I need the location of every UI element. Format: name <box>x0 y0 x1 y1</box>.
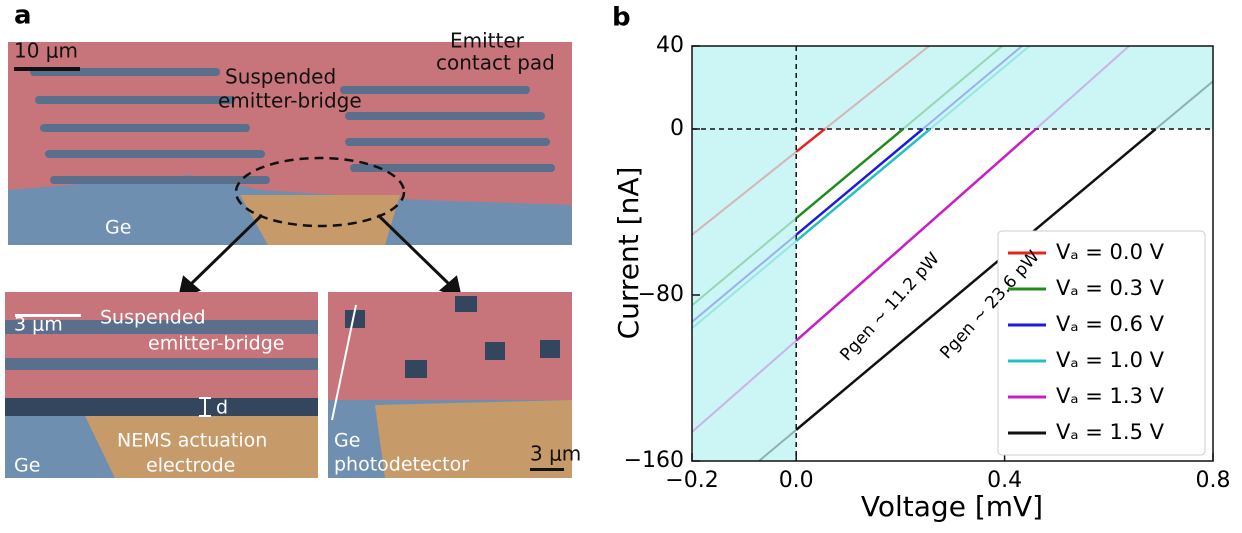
x-tick-label: −0.2 <box>665 468 718 493</box>
scale-bar-label: 3 μm <box>530 442 581 466</box>
gap-label: d <box>216 397 228 419</box>
zoom-arrows <box>177 213 463 299</box>
legend-label: Vₐ = 0.6 V <box>1056 312 1165 336</box>
series-extrapolation <box>692 151 797 236</box>
y-tick-label: 40 <box>656 33 684 58</box>
y-tick-label: 0 <box>670 116 684 141</box>
series-extrapolation <box>692 240 797 329</box>
series-line <box>795 128 904 220</box>
series-line <box>795 128 924 236</box>
x-tick-label: 0.4 <box>987 468 1022 493</box>
series-line <box>795 128 826 153</box>
series-extrapolation <box>902 46 1004 130</box>
y-tick-label: −160 <box>624 448 684 473</box>
y-axis-label: Current [nA] <box>612 167 645 340</box>
detector-label: Ge <box>334 430 360 452</box>
bridge-label: emitter-bridge <box>148 333 284 355</box>
legend-label: Vₐ = 0.3 V <box>1056 276 1165 300</box>
legend-box <box>997 230 1206 456</box>
bridge-label: emitter-bridge <box>218 89 362 113</box>
series-extrapolation <box>692 339 797 433</box>
plot-frame <box>691 45 1214 462</box>
scale-bar-label: 3 μm <box>14 314 63 336</box>
series-extrapolation <box>757 429 797 461</box>
scale-bar-label: 10 μm <box>14 39 78 63</box>
series-extrapolation <box>692 217 797 307</box>
bridge-label: Suspended <box>225 65 336 89</box>
series-extrapolation <box>1155 80 1213 130</box>
electrode-label: electrode <box>146 455 235 477</box>
panel-label: b <box>612 3 631 33</box>
sem-image-top <box>8 42 572 245</box>
legend-label: Vₐ = 1.3 V <box>1056 384 1165 408</box>
plot: −0.2 0.0 0.4 0.8 40 0 −80 −160 Vₐ = 0.0 V Vₐ = 0.… <box>624 33 1231 493</box>
legend-label: Vₐ = 1.5 V <box>1056 420 1165 444</box>
series-extrapolation <box>922 46 1024 130</box>
legend-label: Vₐ = 1.0 V <box>1056 348 1165 372</box>
series-extrapolation <box>929 46 1031 130</box>
detector-label: photodetector <box>334 454 469 476</box>
y-tick-label: −80 <box>638 282 684 307</box>
sem-image-bottom-left <box>5 292 318 478</box>
series-extrapolation <box>1035 46 1131 130</box>
x-tick-label: 0.0 <box>779 468 814 493</box>
series-line <box>795 128 1037 342</box>
ge-label: Ge <box>105 217 131 239</box>
panel-label: a <box>14 1 32 31</box>
pad-label: contact pad <box>436 51 555 75</box>
x-tick-label: 0.8 <box>1196 468 1231 493</box>
electrode-label: NEMS actuation <box>117 430 267 452</box>
sem-image-bottom-right <box>328 292 572 478</box>
legend-label: Vₐ = 0.0 V <box>1056 240 1165 264</box>
series-extrapolation <box>824 46 931 130</box>
series-line <box>795 128 1157 431</box>
series-group <box>692 46 1213 461</box>
pad-label: Emitter <box>450 29 525 53</box>
bridge-label: Suspended <box>100 307 206 329</box>
series-line <box>795 128 931 243</box>
x-axis-label: Voltage [mV] <box>861 490 1043 523</box>
series-extrapolation <box>692 234 797 323</box>
ge-label: Ge <box>14 455 40 477</box>
